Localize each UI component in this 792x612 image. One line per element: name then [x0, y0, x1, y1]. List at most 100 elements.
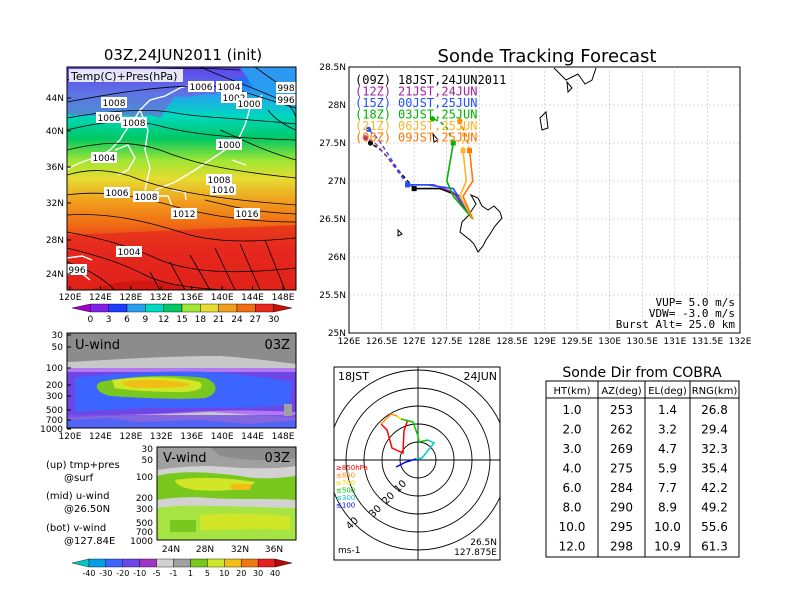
table-cell: 1.4 [658, 403, 677, 417]
table-cell: 35.4 [701, 462, 728, 476]
track-series [362, 116, 474, 220]
table-title: Sonde Dir from COBRA [562, 365, 722, 381]
isobar-label: 1002 [223, 94, 246, 104]
colorbar-swatch [71, 558, 90, 568]
lon-tick-label: 120E [59, 432, 82, 442]
colorbar-swatch [126, 303, 146, 313]
track-title: Sonde Tracking Forecast [438, 46, 657, 67]
colorbar-swatch [207, 558, 225, 568]
temp-map-label: Temp(C)+Pres(hPa) [70, 70, 177, 83]
table-cell: 4.0 [562, 462, 581, 476]
level-label: ≤700 [336, 479, 355, 487]
colorbar-swatch [173, 558, 191, 568]
v-wind-time: 03Z [265, 451, 291, 466]
table-header: AZ(deg) [601, 386, 641, 397]
lat-tick-label: 44N [46, 94, 64, 104]
colorbar-label: -30 [99, 569, 112, 578]
lat-tick-label: 26N [328, 253, 346, 263]
colorbar-label: 21 [213, 315, 224, 325]
pressure-tick-label: 300 [46, 392, 63, 402]
temp-map-title: 03Z,24JUN2011 (init) [104, 46, 262, 64]
lat-tick-label: 24N [162, 545, 180, 555]
table-cell: 10.0 [654, 520, 681, 534]
pressure-tick-label: 700 [136, 528, 153, 538]
lon-tick-label: 131.5E [692, 337, 724, 347]
table-cell: 8.9 [658, 501, 677, 515]
lon-tick-label: 136E [180, 432, 203, 442]
colorbar-label: -20 [116, 569, 129, 578]
colorbar-swatch [90, 303, 109, 313]
isobar-label: 1008 [123, 119, 146, 129]
v-wind-lat-ticks: 24N 28N 32N 36N [162, 545, 283, 555]
pressure-tick-label: 1000 [40, 425, 63, 435]
table-cell: 3.0 [562, 442, 581, 456]
table-cell: 2.0 [562, 423, 581, 437]
v-wind-label: V-wind [163, 451, 207, 466]
lon-tick-label: 124E [89, 293, 112, 303]
level-label: ≥850hPa [336, 464, 368, 472]
temp-colorbar: 0 3 6 9 12 15 18 21 24 27 30 [71, 303, 293, 325]
colorbar-swatch [200, 303, 219, 313]
hodograph: 18JST 24JUN 10 20 30 40 ≥850hPa≤850≤700≤… [333, 366, 501, 561]
temp-map: 1006 1004 1002 998 996 1008 1006 1000 10… [66, 66, 297, 291]
isobar-label: 1004 [118, 248, 141, 258]
colorbar-label: 6 [124, 315, 130, 325]
pressure-tick-label: 100 [46, 364, 63, 374]
track-line-ascent [458, 150, 474, 220]
note-bot: (bot) v-wind [46, 523, 106, 534]
table-header: HT(km) [554, 386, 591, 397]
colorbar-label: 24 [231, 315, 243, 325]
colorbar-swatch [190, 558, 208, 568]
track-annotations: VUP= 5.0 m/s VDW= -3.0 m/s Burst Alt= 25… [616, 296, 736, 331]
colorbar-swatch [122, 558, 140, 568]
hodo-level-legend: ≥850hPa≤850≤700≤500≤300≤100 [336, 464, 368, 510]
colorbar-swatch [274, 558, 293, 568]
colorbar-label: 9 [142, 315, 148, 325]
temp-map-lon-ticks: 120E 124E 128E 132E 136E 140E 144E 148E [59, 286, 295, 303]
isobar-label: 1016 [236, 210, 259, 220]
isobar-label: 1010 [212, 186, 235, 196]
colorbar-swatch [156, 558, 174, 568]
lat-tick-label: 27.5N [319, 139, 346, 149]
pressure-tick-label: 50 [52, 343, 64, 353]
isobar-label: 1012 [173, 210, 196, 220]
legend-series-name: (18Z) [355, 108, 391, 122]
table-cell: 275 [610, 462, 633, 476]
colorbar-label: 18 [195, 315, 207, 325]
table-header: EL(deg) [648, 386, 687, 397]
track-line-descent [364, 137, 409, 186]
legend-series-name: (15Z) [355, 96, 391, 110]
colorbar-swatch [88, 558, 107, 568]
colorbar-label: 27 [250, 315, 261, 325]
lon-tick-label: 127.5E [431, 337, 463, 347]
table-cell: 32.3 [701, 442, 728, 456]
table-cell: 29.4 [701, 423, 728, 437]
u-wind-label: U-wind [75, 338, 120, 353]
lon-tick-label: 140E [211, 432, 234, 442]
table-cell: 284 [610, 481, 633, 495]
colorbar-swatch [236, 303, 256, 313]
table-cell: 42.2 [701, 481, 728, 495]
table-cell: 61.3 [701, 540, 728, 554]
pressure-tick-label: 500 [136, 519, 153, 529]
colorbar-label: 5 [205, 569, 210, 578]
note-bot-sub: @127.84E [64, 536, 115, 547]
table-cell: 298 [610, 540, 633, 554]
landing-point [362, 135, 368, 141]
colorbar-label: -1 [170, 569, 178, 578]
isobar-label: 1000 [218, 141, 241, 151]
pressure-tick-label: 500 [46, 406, 63, 416]
isobar-label: 1004 [218, 83, 241, 93]
track-lat-ticks: 28.5N 28N 27.5N 27N 26.5N 26N 25.5N 25N [319, 63, 346, 339]
legend-series-label: 18JST,24JUN2011 [398, 73, 506, 87]
colorbar-label: 0 [87, 315, 93, 325]
lon-tick-label: 120E [59, 293, 82, 303]
legend-series-label: 06JST,25JUN [398, 119, 477, 133]
lat-tick-label: 26.5N [319, 215, 346, 225]
colorbar-label: 15 [176, 315, 187, 325]
islands [397, 67, 597, 253]
colorbar-label: 20 [236, 569, 246, 578]
lat-tick-label: 27N [328, 177, 346, 187]
